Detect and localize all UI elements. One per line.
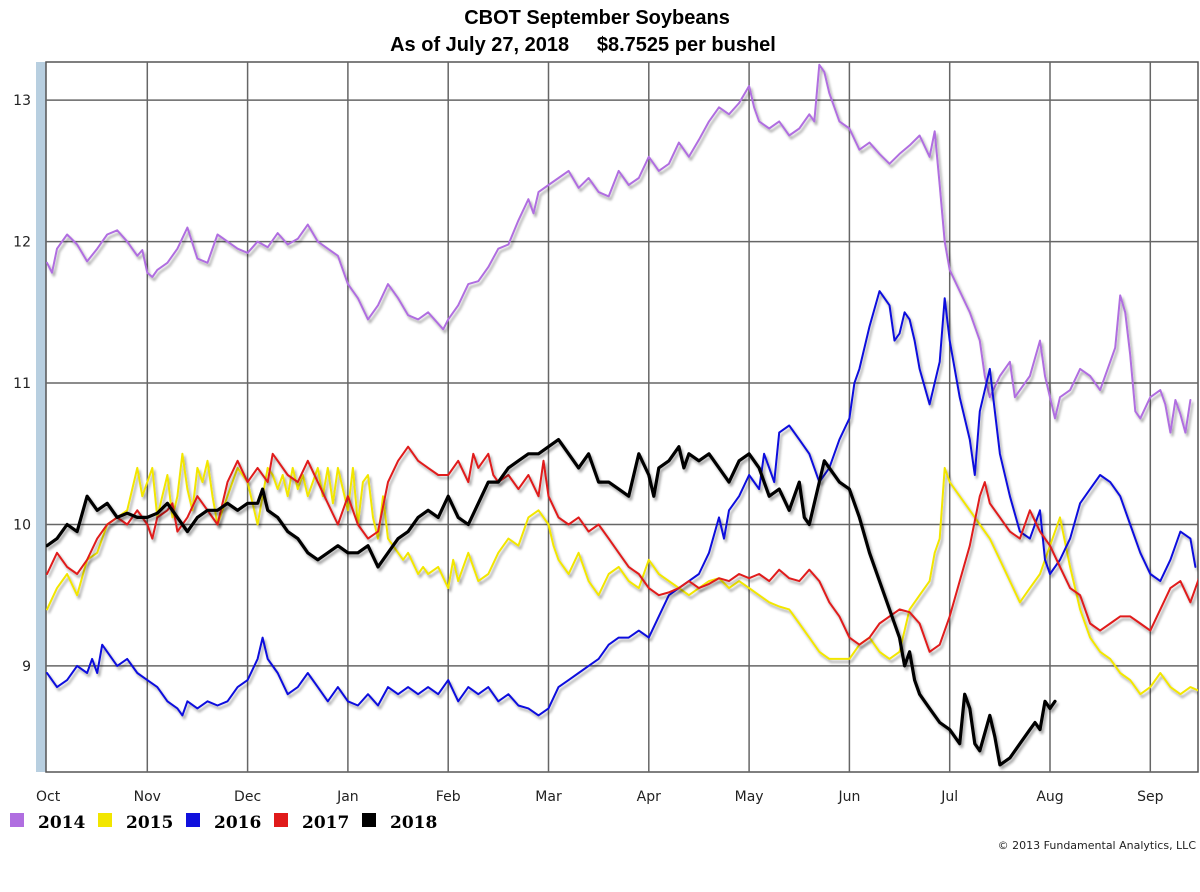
series-line-2016	[46, 290, 1197, 717]
y-tick-label: 13	[13, 93, 31, 109]
plot-frame	[45, 61, 1199, 773]
legend-label-2014: 2014	[38, 813, 85, 833]
x-tick-label: Oct	[36, 789, 61, 805]
legend-swatch-2015	[98, 813, 112, 827]
legend-swatch-2014	[10, 813, 24, 827]
x-tick-label: Apr	[637, 789, 661, 805]
y-tick-label: 9	[22, 659, 31, 675]
legend-label-2017: 2017	[302, 813, 349, 833]
series-line-2018	[46, 438, 1057, 767]
x-tick-label: Sep	[1137, 789, 1164, 805]
legend-swatch-2016	[186, 813, 200, 827]
series-line-2017	[46, 445, 1198, 653]
legend-swatch-2017	[274, 813, 288, 827]
x-tick-label: Feb	[436, 789, 461, 805]
grid	[46, 62, 1198, 772]
legend-label-2015: 2015	[126, 813, 173, 833]
x-tick-label: Jun	[837, 789, 860, 805]
x-tick-label: Nov	[134, 789, 161, 805]
legend-label-2016: 2016	[214, 813, 261, 833]
y-axis-ticks: 9 10 11 12 13	[13, 93, 31, 675]
chart-subtitle: As of July 27, 2018 $8.7525 per bushel	[390, 34, 776, 56]
chart-title: CBOT September Soybeans	[464, 7, 730, 29]
x-tick-label: May	[735, 789, 764, 805]
legend-swatch-2018	[362, 813, 376, 827]
y-tick-label: 11	[13, 376, 31, 392]
x-tick-label: Jul	[940, 789, 958, 805]
left-axis-band	[36, 62, 46, 772]
x-tick-label: Dec	[234, 789, 261, 805]
y-tick-label: 12	[13, 235, 31, 251]
legend: 2014 2015 2016 2017 2018	[10, 813, 437, 833]
series-line-2015	[46, 452, 1198, 696]
x-tick-label: Aug	[1036, 789, 1063, 805]
series-line-2014	[46, 63, 1192, 434]
x-tick-label: Jan	[336, 789, 359, 805]
copyright-notice: © 2013 Fundamental Analytics, LLC	[998, 839, 1197, 852]
legend-label-2018: 2018	[390, 813, 437, 833]
y-tick-label: 10	[13, 517, 31, 533]
x-axis-ticks: Oct Nov Dec Jan Feb Mar Apr May Jun Jul Aug Sep	[36, 789, 1164, 805]
series-lines	[46, 63, 1198, 767]
x-tick-label: Mar	[535, 789, 562, 805]
